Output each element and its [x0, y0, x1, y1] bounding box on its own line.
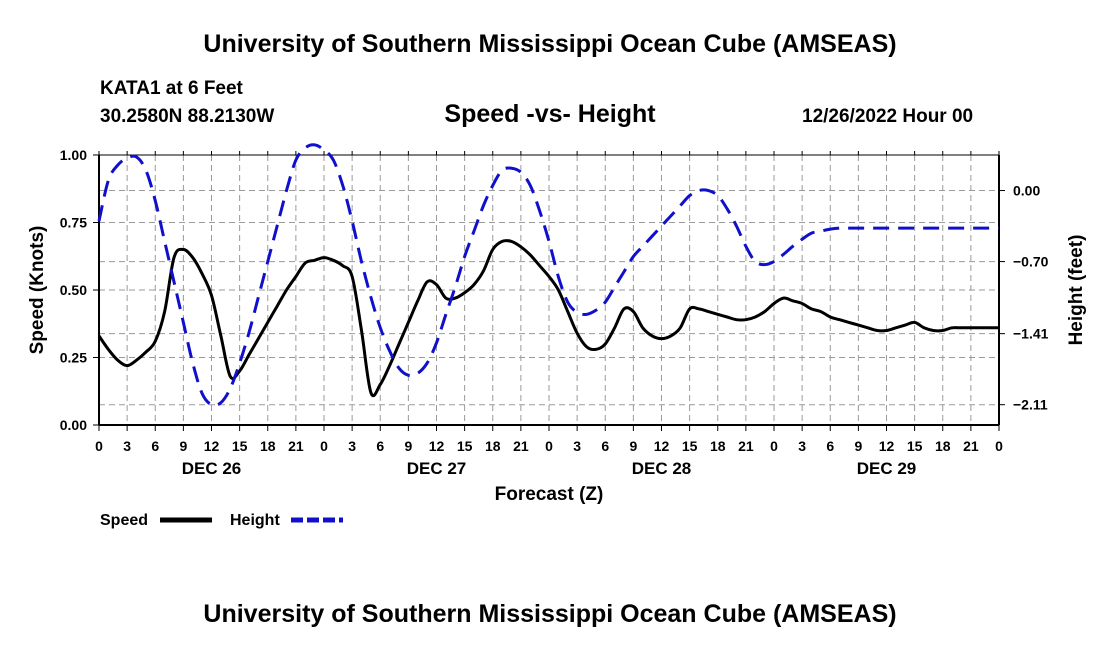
x-day-label: DEC 28 [632, 459, 692, 478]
x-tick-label: 0 [770, 438, 778, 454]
x-day-label: DEC 29 [857, 459, 917, 478]
x-tick-label: 0 [545, 438, 553, 454]
x-tick-label: 15 [457, 438, 473, 454]
x-tick-label: 18 [260, 438, 276, 454]
x-tick-label: 0 [95, 438, 103, 454]
y2-tick-label: −0.70 [1013, 254, 1049, 270]
y-tick-label: 0.25 [60, 350, 87, 366]
x-day-label: DEC 27 [407, 459, 467, 478]
plot-title: Speed -vs- Height [444, 100, 656, 128]
x-tick-label: 12 [429, 438, 445, 454]
series-line-speed [97, 239, 999, 398]
legend-label-height: Height [230, 512, 280, 529]
x-tick-label: 18 [935, 438, 951, 454]
x-tick-label: 6 [601, 438, 609, 454]
x-axis-title: Forecast (Z) [495, 484, 604, 505]
x-tick-label: 21 [963, 438, 979, 454]
x-tick-label: 9 [179, 438, 187, 454]
x-tick-label: 3 [348, 438, 356, 454]
y2-tick-label: 0.00 [1013, 183, 1040, 199]
y-tick-label: 0.75 [60, 215, 87, 231]
x-tick-label: 12 [204, 438, 220, 454]
x-tick-label: 9 [854, 438, 862, 454]
footer-title: University of Southern Mississippi Ocean… [203, 600, 897, 628]
x-tick-label: 9 [404, 438, 412, 454]
x-tick-label: 21 [738, 438, 754, 454]
series-line-height [97, 143, 999, 407]
x-tick-label: 15 [682, 438, 698, 454]
legend-label-speed: Speed [100, 512, 148, 529]
y-tick-label: 1.00 [60, 147, 87, 163]
x-tick-label: 18 [710, 438, 726, 454]
x-tick-label: 15 [907, 438, 923, 454]
y-axis-title: Speed (Knots) [27, 226, 48, 355]
y2-tick-label: −2.11 [1013, 397, 1048, 413]
x-tick-label: 21 [288, 438, 304, 454]
y2-axis-title: Height (feet) [1066, 235, 1087, 346]
y-tick-label: 0.00 [60, 417, 87, 433]
x-tick-label: 9 [629, 438, 637, 454]
x-day-label: DEC 26 [182, 459, 242, 478]
x-tick-label: 0 [995, 438, 1003, 454]
x-tick-label: 21 [513, 438, 529, 454]
station-coordinates: 30.2580N 88.2130W [100, 106, 275, 127]
x-tick-label: 18 [485, 438, 501, 454]
y2-tick-label: −1.41 [1013, 326, 1049, 342]
x-tick-label: 3 [798, 438, 806, 454]
x-tick-label: 6 [376, 438, 384, 454]
forecast-datetime: 12/26/2022 Hour 00 [802, 106, 974, 127]
x-tick-label: 6 [151, 438, 159, 454]
x-tick-label: 0 [320, 438, 328, 454]
x-tick-label: 6 [826, 438, 834, 454]
x-tick-label: 3 [123, 438, 131, 454]
x-tick-label: 15 [232, 438, 248, 454]
x-tick-label: 3 [573, 438, 581, 454]
page-title: University of Southern Mississippi Ocean… [203, 30, 897, 58]
x-tick-label: 12 [879, 438, 895, 454]
y-tick-label: 0.50 [60, 282, 87, 298]
x-tick-label: 12 [654, 438, 670, 454]
station-label: KATA1 at 6 Feet [100, 78, 243, 99]
